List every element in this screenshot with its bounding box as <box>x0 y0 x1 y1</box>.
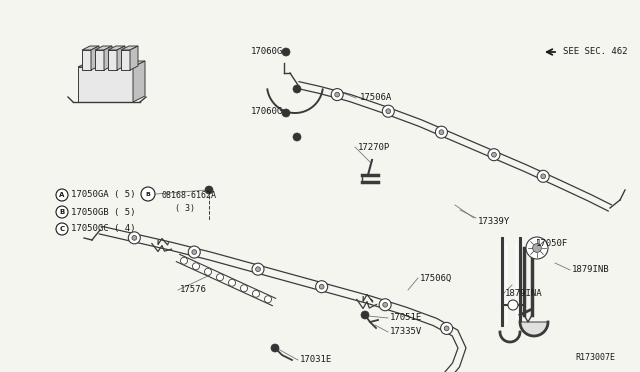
Circle shape <box>56 206 68 218</box>
Text: B: B <box>145 192 150 196</box>
Circle shape <box>526 237 548 259</box>
Text: 17050GB ( 5): 17050GB ( 5) <box>71 208 136 217</box>
Circle shape <box>282 48 290 56</box>
Circle shape <box>319 284 324 289</box>
Circle shape <box>439 130 444 135</box>
Circle shape <box>386 109 390 113</box>
Polygon shape <box>133 61 145 102</box>
Text: SEE SEC. 462: SEE SEC. 462 <box>563 48 627 57</box>
Text: 17335V: 17335V <box>390 327 422 337</box>
Circle shape <box>440 323 452 334</box>
Circle shape <box>228 279 236 286</box>
Circle shape <box>216 274 223 281</box>
Circle shape <box>435 126 447 138</box>
Circle shape <box>532 244 541 252</box>
Circle shape <box>271 344 279 352</box>
Polygon shape <box>104 46 112 70</box>
Text: A: A <box>60 192 65 198</box>
Circle shape <box>537 170 549 182</box>
Text: 17060G: 17060G <box>251 108 283 116</box>
Polygon shape <box>82 50 91 70</box>
Circle shape <box>282 109 290 117</box>
Polygon shape <box>78 61 145 67</box>
Text: 17051E: 17051E <box>390 314 422 323</box>
Circle shape <box>192 250 196 254</box>
Circle shape <box>255 267 260 272</box>
Circle shape <box>241 285 248 292</box>
Text: 17050F: 17050F <box>536 238 568 247</box>
Circle shape <box>293 133 301 141</box>
Polygon shape <box>117 46 125 70</box>
Circle shape <box>444 326 449 331</box>
Polygon shape <box>95 46 112 50</box>
Text: 17050GC ( 4): 17050GC ( 4) <box>71 224 136 234</box>
Circle shape <box>205 186 213 194</box>
Circle shape <box>335 92 340 97</box>
Text: B: B <box>60 209 65 215</box>
Text: ( 3): ( 3) <box>175 203 195 212</box>
Polygon shape <box>78 67 133 102</box>
Circle shape <box>379 299 391 311</box>
Polygon shape <box>91 46 99 70</box>
Circle shape <box>56 189 68 201</box>
Polygon shape <box>108 50 117 70</box>
Text: 17031E: 17031E <box>300 356 332 365</box>
Circle shape <box>541 174 545 179</box>
Text: C: C <box>60 226 65 232</box>
Circle shape <box>252 263 264 275</box>
Polygon shape <box>130 46 138 70</box>
Circle shape <box>56 223 68 235</box>
Text: 17506A: 17506A <box>360 93 392 103</box>
Circle shape <box>316 281 328 293</box>
Circle shape <box>382 105 394 117</box>
Text: 17339Y: 17339Y <box>478 218 510 227</box>
Circle shape <box>180 257 188 264</box>
Circle shape <box>293 85 301 93</box>
Circle shape <box>141 187 155 201</box>
Text: 17576: 17576 <box>180 285 207 295</box>
Polygon shape <box>95 50 104 70</box>
Circle shape <box>492 152 497 157</box>
Circle shape <box>331 89 343 100</box>
Circle shape <box>383 302 388 307</box>
Text: R173007E: R173007E <box>575 353 615 362</box>
Circle shape <box>508 300 518 310</box>
Text: 17270P: 17270P <box>358 142 390 151</box>
Text: 17060G: 17060G <box>251 46 283 55</box>
Polygon shape <box>108 46 125 50</box>
Text: 1879INB: 1879INB <box>572 266 610 275</box>
Circle shape <box>264 296 271 303</box>
Polygon shape <box>82 46 99 50</box>
Text: 1879INA: 1879INA <box>505 289 543 298</box>
Circle shape <box>129 232 140 244</box>
Circle shape <box>132 235 137 240</box>
Circle shape <box>205 268 211 275</box>
Circle shape <box>193 263 200 270</box>
Circle shape <box>253 290 259 297</box>
Text: 17050GA ( 5): 17050GA ( 5) <box>71 190 136 199</box>
Circle shape <box>361 311 369 319</box>
Polygon shape <box>520 322 548 336</box>
Polygon shape <box>121 50 130 70</box>
Circle shape <box>488 149 500 161</box>
Polygon shape <box>121 46 138 50</box>
Circle shape <box>188 246 200 258</box>
Text: 08168-6162A: 08168-6162A <box>162 190 217 199</box>
Text: 17506Q: 17506Q <box>420 273 452 282</box>
